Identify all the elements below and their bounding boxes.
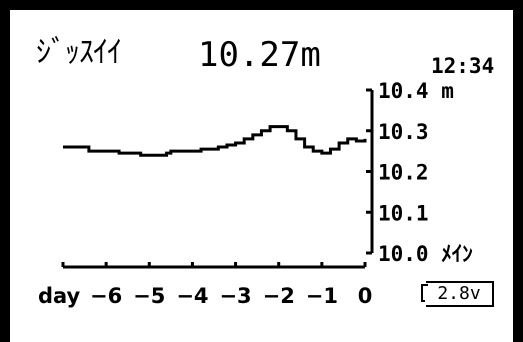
x-tick-label: −2 xyxy=(263,284,295,308)
x-tick-label: −3 xyxy=(219,284,251,308)
battery-voltage-indicator: 2.8v xyxy=(426,281,494,307)
x-axis-label: day xyxy=(38,284,81,308)
x-tick-label: −5 xyxy=(133,284,165,308)
y-tick-label: 10.1 xyxy=(378,201,429,225)
y-tick-label: 10.3 xyxy=(378,120,429,144)
x-tick-label: −6 xyxy=(90,284,122,308)
x-tick-label: −4 xyxy=(176,284,208,308)
water-level-series-line xyxy=(63,125,367,157)
y-tick-label: 10.4 m xyxy=(378,79,454,103)
y-tick-label: 10.0 ﾒｲﾝ xyxy=(378,242,473,266)
x-tick-label: 0 xyxy=(358,284,373,308)
clock-display: 12:34 xyxy=(431,54,495,78)
battery-terminal-icon xyxy=(421,284,428,302)
lcd-screen: ｼﾞｯｽｲｲ 10.27m 12:34 10.4 m 10.3 10.2 10.1 10… xyxy=(10,10,513,342)
current-level-value: 10.27m xyxy=(198,35,321,75)
station-name-label: ｼﾞｯｽｲｲ xyxy=(36,35,122,70)
water-level-chart: 10.4 m 10.3 10.2 10.1 10.0 ﾒｲﾝ day −6 −5 −4 −3 −2−… xyxy=(38,79,473,308)
y-tick-label: 10.2 xyxy=(378,161,429,185)
x-tick-label: −1 xyxy=(306,284,338,308)
